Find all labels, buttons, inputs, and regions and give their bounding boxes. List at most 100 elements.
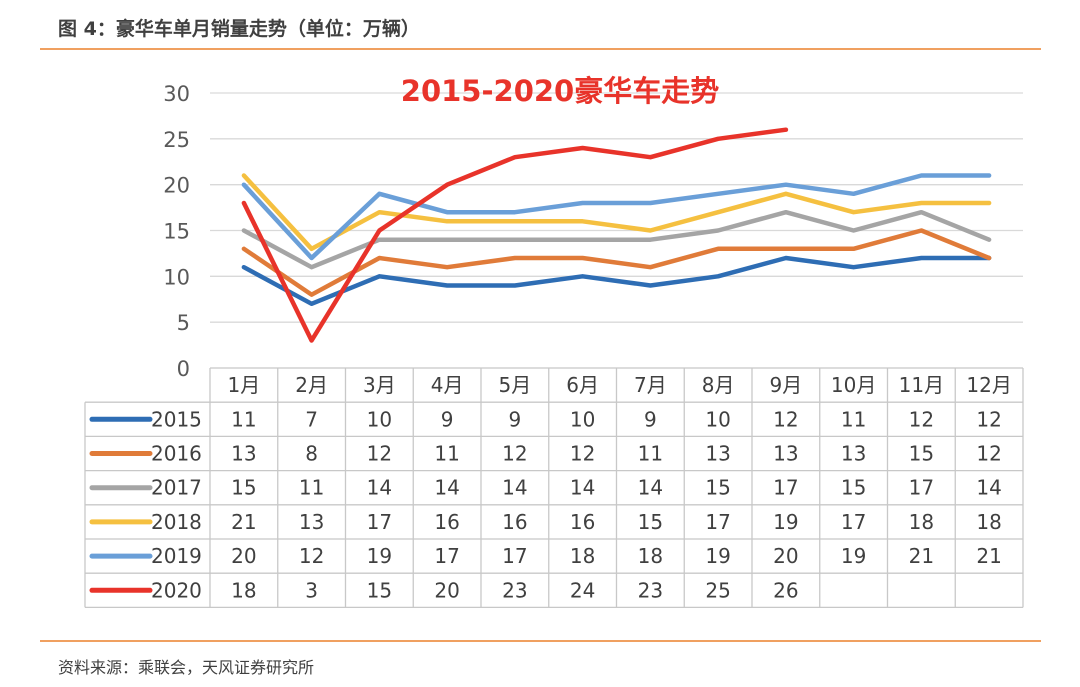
data-cell: 15: [638, 510, 663, 534]
data-cell: 14: [570, 476, 595, 500]
data-cell: 12: [976, 407, 1001, 431]
data-cell: 14: [976, 476, 1001, 500]
data-cell: 21: [976, 544, 1001, 568]
category-label: 2月: [295, 373, 328, 397]
y-tick-label: 20: [163, 174, 190, 198]
data-cell: 17: [841, 510, 866, 534]
data-cell: 21: [909, 544, 934, 568]
category-label: 10月: [831, 373, 876, 397]
legend-label-2018: 2018: [151, 510, 202, 534]
legend-label-2019: 2019: [151, 544, 202, 568]
data-cell: 17: [367, 510, 392, 534]
data-cell: 20: [231, 544, 256, 568]
data-cell: 10: [705, 407, 730, 431]
data-cell: 12: [299, 544, 324, 568]
category-label: 9月: [770, 373, 803, 397]
data-cell: 13: [841, 442, 866, 466]
legend-label-2016: 2016: [151, 442, 202, 466]
data-cell: 17: [434, 544, 459, 568]
chart: 0 5 10 15 20 25 30 1月 2月 3月 4月 5月 6月 7月 8月 9月 10月 11月 12月…: [84, 74, 1024, 609]
data-cell: 11: [841, 407, 866, 431]
data-cell: 17: [502, 544, 527, 568]
category-label: 4月: [431, 373, 464, 397]
category-label: 6月: [566, 373, 599, 397]
data-cell: 16: [570, 510, 595, 534]
data-cell: 9: [509, 407, 522, 431]
data-cell: 15: [705, 476, 730, 500]
bottom-rule: [40, 640, 1041, 642]
data-cell: 9: [644, 407, 657, 431]
data-cell: 19: [841, 544, 866, 568]
data-cell: 20: [434, 578, 459, 602]
series-line-2019: [241, 173, 992, 261]
data-cell: 3: [305, 578, 318, 602]
y-tick-label: 10: [163, 265, 190, 289]
data-cell: 8: [305, 442, 318, 466]
source-note: 资料来源：乘联会，天风证券研究所: [58, 658, 315, 677]
y-tick-label: 0: [177, 357, 190, 381]
data-cell: 20: [773, 544, 798, 568]
chart-title: 2015-2020豪华车走势: [401, 74, 719, 108]
top-rule: [40, 48, 1041, 50]
series-line-2016: [241, 228, 992, 297]
data-cell: 13: [299, 510, 324, 534]
data-cell: 12: [502, 442, 527, 466]
data-cell: 12: [773, 407, 798, 431]
data-cell: 10: [570, 407, 595, 431]
data-cell: 14: [367, 476, 392, 500]
data-cell: 15: [231, 476, 256, 500]
legend-label-2020: 2020: [151, 578, 202, 602]
data-cell: 13: [773, 442, 798, 466]
data-cell: 18: [976, 510, 1001, 534]
series-line-2017: [241, 209, 992, 270]
y-tick-label: 5: [177, 311, 190, 335]
series-line-2018: [241, 173, 992, 252]
y-tick-label: 15: [163, 220, 190, 244]
data-cell: 11: [299, 476, 324, 500]
data-cell: 18: [909, 510, 934, 534]
data-cell: 7: [305, 407, 318, 431]
data-cell: 12: [976, 442, 1001, 466]
data-cell: 18: [570, 544, 595, 568]
data-cell: 11: [434, 442, 459, 466]
data-cell: 12: [570, 442, 595, 466]
category-label: 3月: [363, 373, 396, 397]
figure-title: 图 4：豪华车单月销量走势（单位：万辆）: [58, 18, 420, 40]
data-cell: 25: [705, 578, 730, 602]
data-cell: 21: [231, 510, 256, 534]
data-cell: 17: [705, 510, 730, 534]
legend-label-2015: 2015: [151, 407, 202, 431]
data-cell: 10: [367, 407, 392, 431]
category-label: 1月: [228, 373, 261, 397]
series-line-2020: [241, 127, 789, 343]
data-cell: 26: [773, 578, 798, 602]
data-cell: 11: [638, 442, 663, 466]
series-lines: [241, 127, 992, 343]
data-cell: 18: [231, 578, 256, 602]
data-cell: 19: [705, 544, 730, 568]
data-cell: 17: [909, 476, 934, 500]
data-cell: 15: [841, 476, 866, 500]
data-cell: 16: [502, 510, 527, 534]
series-line-2015: [241, 255, 992, 307]
data-cell: 23: [638, 578, 663, 602]
data-cell: 13: [705, 442, 730, 466]
data-cell: 14: [638, 476, 663, 500]
data-cell: 14: [502, 476, 527, 500]
data-cell: 19: [367, 544, 392, 568]
category-label: 11月: [899, 373, 944, 397]
y-tick-label: 30: [163, 82, 190, 106]
category-label: 7月: [634, 373, 667, 397]
category-label: 8月: [702, 373, 735, 397]
legend-label-2017: 2017: [151, 476, 202, 500]
y-tick-label: 25: [163, 128, 190, 152]
y-axis: 0 5 10 15 20 25 30: [163, 82, 190, 381]
data-cell: 15: [909, 442, 934, 466]
data-cell: 14: [434, 476, 459, 500]
data-cell: 12: [909, 407, 934, 431]
data-cell: 11: [231, 407, 256, 431]
data-cell: 23: [502, 578, 527, 602]
category-label: 5月: [499, 373, 532, 397]
data-cell: 18: [638, 544, 663, 568]
